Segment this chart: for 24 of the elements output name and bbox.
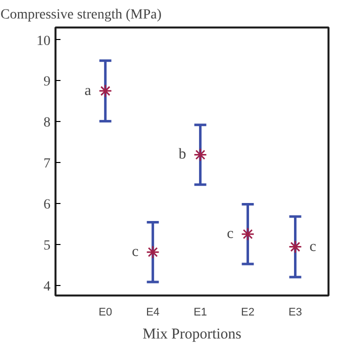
y-tick-label: 7 [44,156,50,172]
chart-title: Compressive strength (MPa) [0,8,162,22]
y-tick-label: 6 [44,197,50,212]
point [194,148,208,162]
point [98,84,112,98]
x-tick-label: E2 [241,306,255,318]
x-tick-label: E0 [98,306,112,318]
x-tick-label: E1 [194,306,208,318]
x-tick-label: E4 [146,306,160,318]
y-tick-label: 9 [44,74,50,90]
y-tick-label: 4 [44,279,50,294]
annotation: c [132,244,139,260]
y-tick-label: 5 [44,238,50,254]
annotation: a [84,82,92,99]
point [146,245,160,259]
x-axis-title: Mix Proportions [142,326,242,342]
point [241,227,255,241]
point [288,240,302,254]
annotation: c [310,238,317,255]
annotation: c [226,226,234,242]
y-tick-label: 8 [44,116,50,131]
y-tick-label: 10 [36,34,50,49]
x-tick-label: E3 [288,306,302,318]
annotation: b [178,146,186,163]
